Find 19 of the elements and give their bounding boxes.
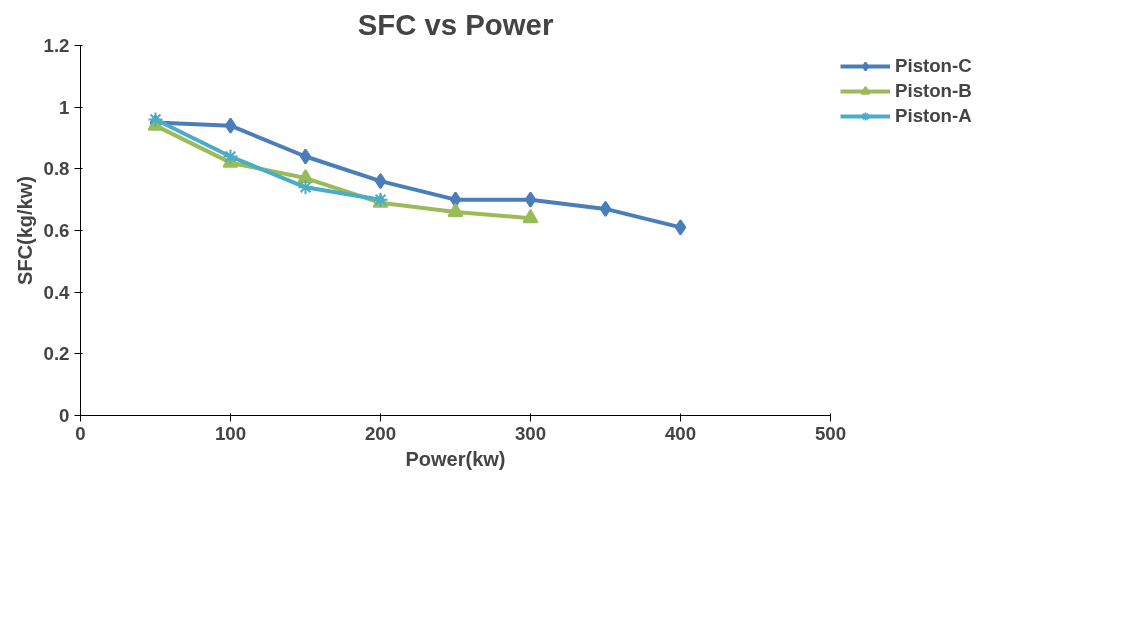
y-tick-label: 1 bbox=[59, 96, 70, 118]
legend-label: Piston-A bbox=[895, 105, 972, 127]
y-axis-title: SFC(kg/kw) bbox=[13, 176, 36, 285]
x-tick-label: 300 bbox=[514, 422, 547, 444]
x-tick-label: 500 bbox=[814, 422, 847, 444]
legend-label: Piston-B bbox=[895, 80, 972, 102]
x-tick-label: 0 bbox=[75, 422, 86, 444]
y-tick-label: 0 bbox=[59, 405, 70, 426]
y-tick-label: 0.2 bbox=[43, 343, 70, 365]
x-tick-label: 200 bbox=[364, 422, 397, 444]
y-tick-label: 0.4 bbox=[43, 281, 71, 303]
y-tick-label: 0.8 bbox=[43, 158, 70, 180]
x-tick-label: 400 bbox=[664, 422, 697, 444]
legend-label: Piston-C bbox=[895, 55, 972, 77]
y-tick-label: 0.6 bbox=[43, 220, 70, 241]
x-tick-label: 100 bbox=[214, 422, 247, 444]
chart-title: SFC vs Power bbox=[357, 7, 554, 41]
x-axis-title: Power(kw) bbox=[405, 447, 506, 470]
y-tick-label: 1.2 bbox=[43, 35, 70, 56]
